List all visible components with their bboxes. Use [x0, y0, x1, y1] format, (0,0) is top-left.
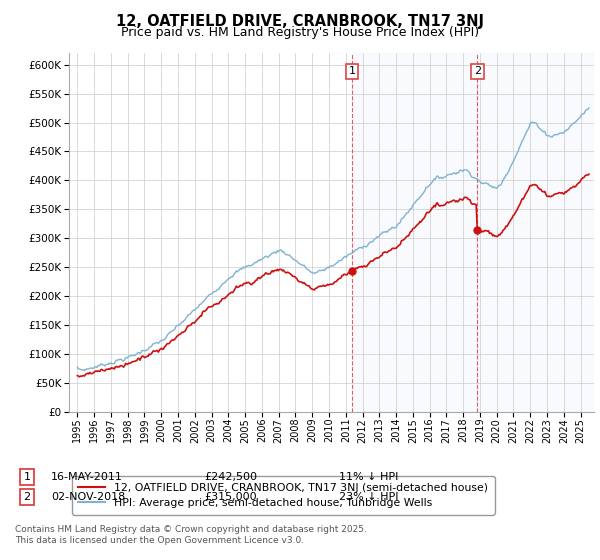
- Text: 02-NOV-2018: 02-NOV-2018: [51, 492, 125, 502]
- Text: £315,000: £315,000: [204, 492, 257, 502]
- Text: 1: 1: [23, 472, 31, 482]
- Bar: [352, 53, 477, 412]
- Text: 11% ↓ HPI: 11% ↓ HPI: [339, 472, 398, 482]
- Text: 2: 2: [473, 67, 481, 77]
- Text: 12, OATFIELD DRIVE, CRANBROOK, TN17 3NJ: 12, OATFIELD DRIVE, CRANBROOK, TN17 3NJ: [116, 14, 484, 29]
- Text: £242,500: £242,500: [204, 472, 257, 482]
- Text: 23% ↓ HPI: 23% ↓ HPI: [339, 492, 398, 502]
- Legend: 12, OATFIELD DRIVE, CRANBROOK, TN17 3NJ (semi-detached house), HPI: Average pric: 12, OATFIELD DRIVE, CRANBROOK, TN17 3NJ …: [72, 476, 494, 515]
- Text: 2: 2: [23, 492, 31, 502]
- Bar: [477, 53, 594, 412]
- Text: Price paid vs. HM Land Registry's House Price Index (HPI): Price paid vs. HM Land Registry's House …: [121, 26, 479, 39]
- Text: 16-MAY-2011: 16-MAY-2011: [51, 472, 123, 482]
- Text: Contains HM Land Registry data © Crown copyright and database right 2025.
This d: Contains HM Land Registry data © Crown c…: [15, 525, 367, 545]
- Text: 1: 1: [349, 67, 356, 77]
